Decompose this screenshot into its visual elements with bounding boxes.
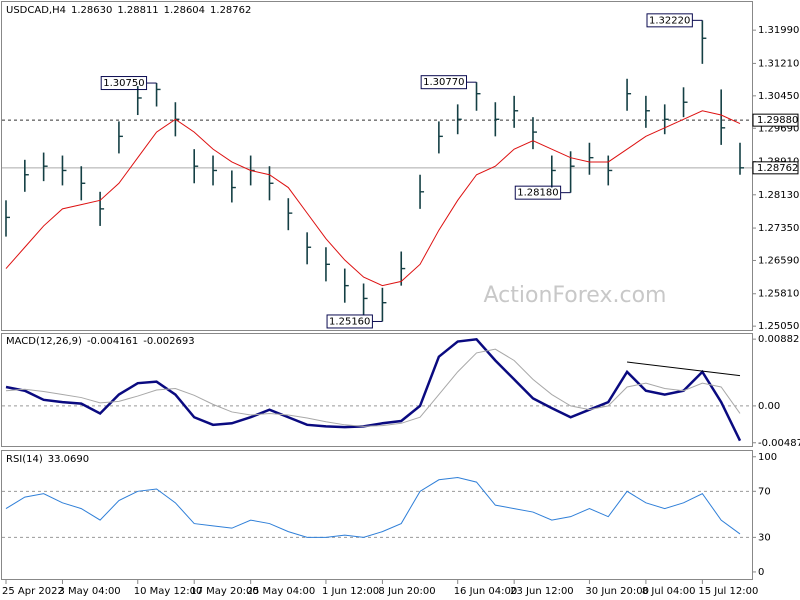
readout-value: -0.002693 [143, 336, 194, 347]
level-label: 1.29880 [757, 115, 798, 126]
trendline [627, 361, 741, 377]
y-tick-label: 30 [758, 532, 771, 543]
moving-average [5, 110, 741, 287]
readout-value: -0.004161 [87, 336, 138, 347]
price-annotation: 1.32220 [649, 15, 690, 26]
rsi-line [5, 476, 741, 538]
readout-value: 1.28811 [117, 5, 158, 16]
readout-value: 1.28762 [210, 5, 251, 16]
level-box [752, 113, 799, 127]
readout-value: 1.28604 [164, 5, 205, 16]
price-annotation: 1.30750 [103, 78, 144, 89]
x-tick-label: 8 Jul 04:00 [642, 586, 696, 597]
x-tick-label: 30 Jun 20:00 [585, 586, 649, 597]
y-tick-label: 1.25050 [758, 321, 799, 332]
x-tick-label: 25 Apr 2022 [2, 586, 64, 597]
x-tick-label: 23 Jun 12:00 [510, 586, 574, 597]
y-tick-label: 1.27350 [758, 223, 799, 234]
y-tick-label: 0.00 [758, 401, 780, 412]
macd-line [5, 337, 742, 442]
macd-line [5, 348, 741, 427]
price-annotation: 1.28180 [517, 188, 558, 199]
y-tick-label: 1.25810 [758, 289, 799, 300]
price-annotation: 1.25160 [329, 316, 370, 327]
x-tick-label: 3 May 04:00 [58, 586, 120, 597]
readout-value: 33.0690 [48, 454, 89, 465]
x-tick-label: 8 Jun 20:00 [378, 586, 435, 597]
y-tick-label: 1.31990 [758, 25, 799, 36]
x-tick-label: 1 Jun 12:00 [322, 586, 379, 597]
y-tick-label: 1.31210 [758, 58, 799, 69]
x-tick-label: 25 May 04:00 [247, 586, 316, 597]
y-tick-label: 100 [758, 452, 777, 463]
panel-title: MACD(12,26,9) [6, 336, 82, 347]
readout-value: 1.28630 [71, 5, 112, 16]
price-annotation: 1.30770 [423, 77, 464, 88]
x-tick-label: 17 May 20:00 [190, 586, 259, 597]
y-tick-label: 1.29690 [758, 123, 799, 134]
y-tick-label: -0.004872 [758, 438, 800, 449]
x-tick-label: 15 Jul 12:00 [698, 586, 758, 597]
x-tick-label: 10 May 12:00 [134, 586, 203, 597]
panel-title: RSI(14) [6, 454, 43, 465]
level-box [752, 161, 799, 175]
y-tick-label: 70 [758, 486, 771, 497]
watermark: ActionForex.com [484, 283, 667, 308]
y-tick-label: 0 [758, 567, 764, 578]
x-tick-label: 16 Jun 04:00 [454, 586, 518, 597]
macd-panel [1, 333, 753, 447]
y-tick-label: 1.26590 [758, 255, 799, 266]
y-tick-label: 1.28130 [758, 190, 799, 201]
rsi-panel [1, 450, 753, 580]
panel-title: USDCAD,H4 [6, 5, 66, 16]
y-tick-label: 1.30450 [758, 91, 799, 102]
level-label: 1.28762 [757, 163, 798, 174]
y-tick-label: 0.00882 [758, 334, 799, 345]
